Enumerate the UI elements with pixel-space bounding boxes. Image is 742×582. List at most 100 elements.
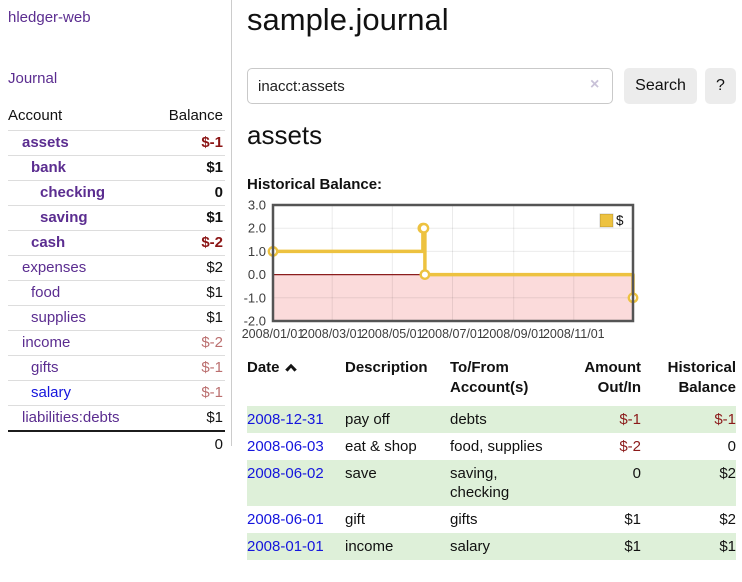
app-title-link[interactable]: hledger-web: [8, 9, 91, 26]
accounts-total-value: 0: [8, 430, 225, 457]
account-balance: $1: [152, 280, 225, 306]
svg-text:3.0: 3.0: [248, 198, 266, 213]
svg-text:2008/01/01: 2008/01/01: [242, 327, 305, 341]
account-link[interactable]: saving: [40, 209, 88, 226]
transaction-row: 2008-12-31 pay off debts $-1 $-1: [247, 406, 736, 433]
page-title: sample.journal: [247, 2, 449, 37]
svg-text:2008/11/01: 2008/11/01: [543, 327, 605, 341]
account-row: saving $1: [8, 205, 225, 231]
transaction-date-cell: 2008-01-01: [247, 533, 345, 560]
register-rows: 2008-12-31 pay off debts $-1 $-1 2008-06-03 ea…: [247, 406, 736, 560]
svg-text:1.0: 1.0: [248, 244, 266, 259]
search-input[interactable]: [247, 68, 613, 104]
account-row: liabilities:debts $1: [8, 405, 225, 431]
transaction-description: gift: [345, 511, 366, 528]
transaction-balance: 0: [727, 438, 736, 455]
register-header-tofrom: To/From Account(s): [450, 359, 529, 396]
transaction-row: 2008-06-02 save saving, checking 0 $2: [247, 460, 736, 506]
account-row: food $1: [8, 280, 225, 306]
register-header-balance: Historical Balance: [667, 359, 736, 396]
register-account-title: assets: [247, 120, 323, 150]
transaction-accounts: saving, checking: [450, 465, 510, 501]
transaction-date-link[interactable]: 2008-06-03: [247, 438, 324, 455]
chart-container: $3.0 2.0 1.0 0.0 -1.0 -2.0 2008/01/01 2008/03/0…: [242, 198, 667, 342]
transaction-description: pay off: [345, 411, 390, 428]
transaction-balance: $2: [719, 511, 736, 528]
account-balance: $-1: [152, 130, 225, 156]
transaction-amount: $-2: [619, 438, 641, 455]
main-content: sample.journal × Search ? assets Histori…: [242, 0, 736, 582]
account-link[interactable]: assets: [22, 134, 69, 151]
account-row: assets $-1: [8, 130, 225, 156]
transaction-row: 2008-06-01 gift gifts $1 $2: [247, 506, 736, 533]
account-link[interactable]: food: [31, 284, 61, 301]
accounts-total-row: 0: [8, 430, 225, 457]
transaction-accounts: gifts: [450, 511, 478, 528]
transaction-date-cell: 2008-06-03: [247, 433, 345, 460]
account-link[interactable]: expenses: [22, 259, 87, 276]
svg-text:0.0: 0.0: [248, 267, 266, 282]
account-link[interactable]: liabilities:debts: [22, 409, 120, 426]
transaction-date-link[interactable]: 2008-12-31: [247, 411, 324, 428]
svg-text:2.0: 2.0: [248, 221, 266, 236]
transaction-accounts: food, supplies: [450, 438, 543, 455]
account-link[interactable]: gifts: [31, 359, 59, 376]
account-balance: $-1: [152, 355, 225, 381]
register-table: Date Description To/From Account(s) Amou…: [247, 356, 736, 560]
transaction-row: 2008-01-01 income salary $1 $1: [247, 533, 736, 560]
transaction-description: save: [345, 465, 377, 482]
account-link[interactable]: bank: [31, 159, 67, 176]
account-link[interactable]: checking: [40, 184, 106, 201]
transaction-description: eat & shop: [345, 438, 417, 455]
accounts-table: Account Balance assets $-1 bank $1 checking 0…: [8, 104, 225, 457]
account-balance: $1: [152, 205, 225, 231]
historical-balance-chart: $3.0 2.0 1.0 0.0 -1.0 -2.02008/01/012008/03/0…: [242, 198, 639, 341]
transaction-balance: $1: [719, 538, 736, 555]
transaction-amount: 0: [632, 465, 641, 482]
svg-text:-1.0: -1.0: [244, 290, 266, 305]
transaction-description: income: [345, 538, 394, 555]
transaction-date-link[interactable]: 2008-06-01: [247, 511, 324, 528]
accounts-header-balance: Balance: [168, 107, 223, 124]
account-row: checking 0: [8, 180, 225, 206]
transaction-amount: $-1: [619, 411, 641, 428]
transaction-accounts: debts: [450, 411, 487, 428]
clear-search-icon[interactable]: ×: [590, 76, 600, 93]
accounts-rows: assets $-1 bank $1 checking 0 saving $1 cash $-2 e…: [8, 130, 225, 431]
svg-text:2008/09/01: 2008/09/01: [482, 327, 545, 341]
svg-text:2008/05/01: 2008/05/01: [361, 327, 424, 341]
transaction-balance: $2: [719, 465, 736, 482]
transaction-date-cell: 2008-06-02: [247, 460, 345, 506]
historical-balance-label: Historical Balance:: [247, 176, 383, 193]
transaction-date-link[interactable]: 2008-06-02: [247, 465, 324, 482]
account-row: bank $1: [8, 155, 225, 181]
account-row: income $-2: [8, 330, 225, 356]
svg-text:2008/07/01: 2008/07/01: [421, 327, 484, 341]
search-form: × Search ?: [247, 68, 736, 104]
search-button[interactable]: Search: [624, 68, 697, 104]
account-balance: $1: [152, 405, 225, 431]
account-link[interactable]: salary: [31, 384, 72, 401]
transaction-date-link[interactable]: 2008-01-01: [247, 538, 324, 555]
account-row: expenses $2: [8, 255, 225, 281]
account-link[interactable]: cash: [31, 234, 66, 251]
account-balance: $-1: [152, 380, 225, 406]
help-button[interactable]: ?: [705, 68, 736, 104]
register-header-amount: Amount Out/In: [584, 359, 641, 396]
transaction-balance: $-1: [714, 411, 736, 428]
transaction-date-cell: 2008-06-01: [247, 506, 345, 533]
sort-ascending-icon: [284, 358, 298, 378]
account-link[interactable]: income: [22, 334, 71, 351]
transaction-row: 2008-06-03 eat & shop food, supplies $-2 0: [247, 433, 736, 460]
accounts-header-account: Account: [8, 107, 63, 124]
account-balance: 0: [152, 180, 225, 206]
account-balance: $1: [152, 305, 225, 331]
sidebar: hledger-web Journal Account Balance asse…: [0, 0, 232, 457]
account-link[interactable]: supplies: [31, 309, 87, 326]
sidebar-item-journal[interactable]: Journal: [8, 70, 58, 87]
transaction-date-cell: 2008-12-31: [247, 406, 345, 433]
svg-text:2008/03/01: 2008/03/01: [301, 327, 364, 341]
transaction-amount: $1: [624, 538, 641, 555]
svg-text:-2.0: -2.0: [244, 314, 266, 329]
register-header-date[interactable]: Date: [247, 356, 345, 406]
